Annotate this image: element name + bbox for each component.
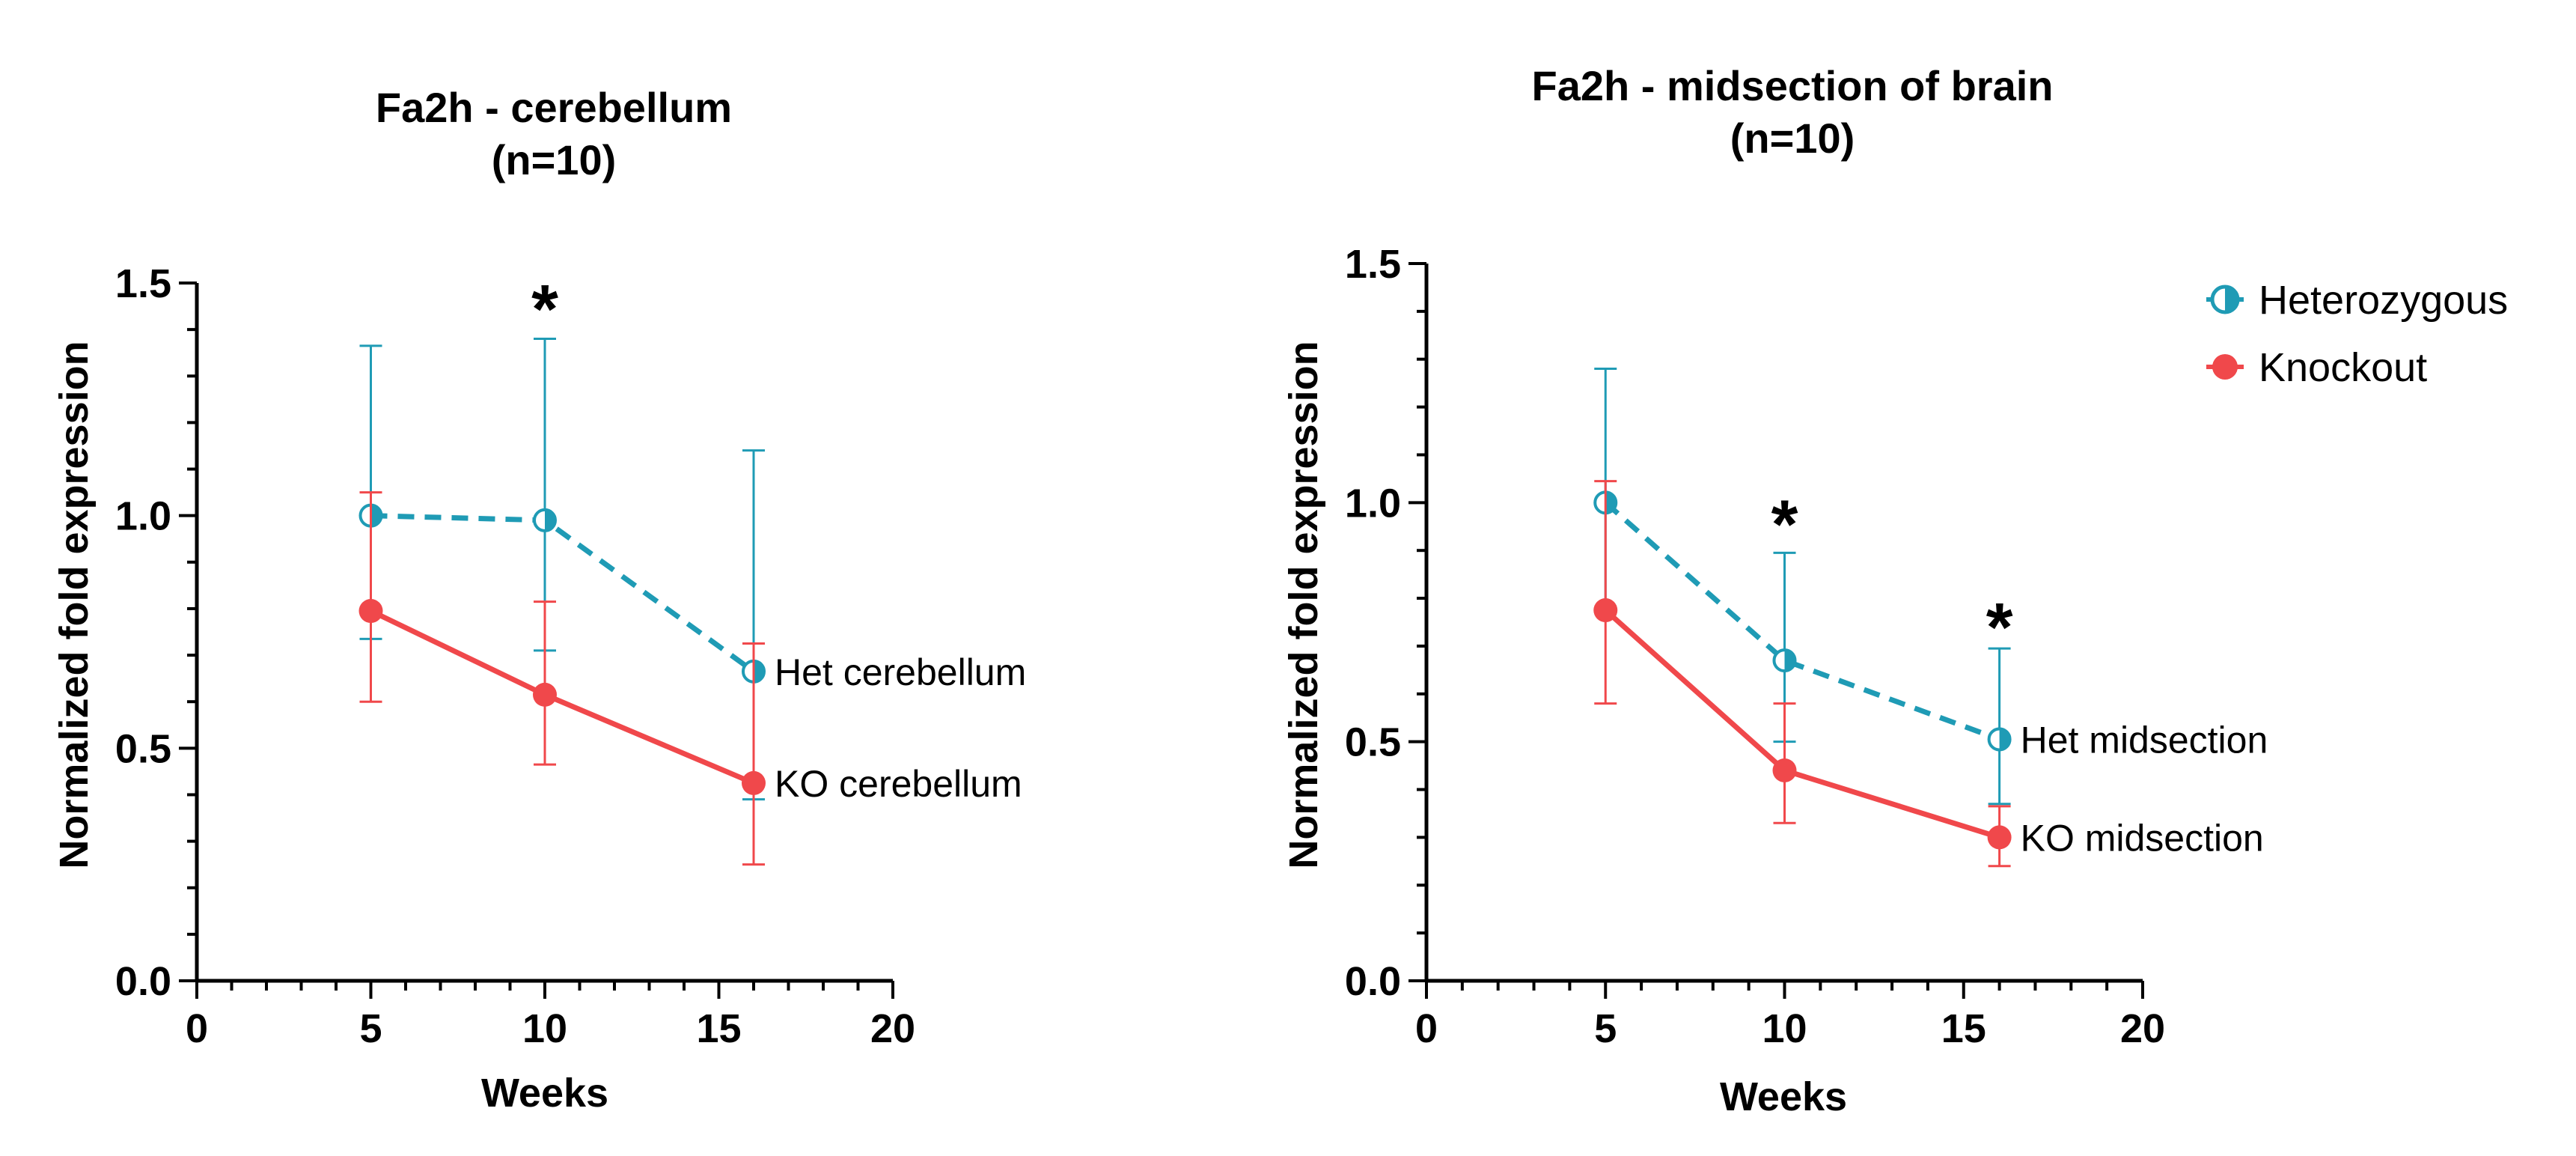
significance-star: * (1986, 589, 2013, 666)
het-data-point-half (1605, 492, 1617, 514)
het-data-point-half (1999, 728, 2010, 750)
chart-title-line1: Fa2h - cerebellum (376, 84, 732, 131)
het-data-point-half (545, 509, 556, 531)
chart-title-line1: Fa2h - midsection of brain (1532, 62, 2054, 109)
y-tick-label: 1.5 (1345, 242, 1401, 287)
het-data-point-half (370, 505, 382, 526)
legend-ko-marker (2212, 354, 2238, 380)
y-tick-label: 0.5 (115, 726, 171, 771)
plot-area: 0 5 10 15 20 0.0 0.5 1.0 1.5 Het cerebellum KO cer… (115, 261, 1026, 1051)
legend-label-knockout: Knockout (2259, 345, 2427, 390)
ko-series-line (1603, 608, 2000, 840)
x-tick-label: 15 (696, 1006, 741, 1051)
het-data-point-half (1784, 650, 1795, 672)
ko-data-point (1593, 598, 1618, 623)
plot-area: 0 5 10 15 20 0.0 0.5 1.0 1.5 Het midsection KO mid… (1345, 242, 2268, 1051)
midsection-chart: Fa2h - midsection of brain (n=10) Weeks … (1281, 62, 2268, 1119)
y-tick-label: 1.0 (1345, 481, 1401, 526)
x-tick-label: 15 (1941, 1006, 1986, 1051)
y-tick-label: 0.0 (1345, 959, 1401, 1004)
series-end-label: Het midsection (2021, 719, 2268, 761)
series-ko: KO midsection (1593, 480, 2264, 868)
legend-item-heterozygous: Heterozygous (2206, 278, 2508, 323)
y-tick-label: 0.0 (115, 959, 171, 1004)
het-series-line (370, 513, 756, 674)
y-axis-label: Normalized fold expression (1281, 341, 1326, 868)
ko-data-point (533, 682, 557, 707)
y-tick-label: 1.0 (115, 494, 171, 539)
legend-label-heterozygous: Heterozygous (2259, 278, 2508, 323)
ko-data-point (1987, 825, 2012, 850)
legend-item-knockout: Knockout (2206, 345, 2427, 390)
series-end-label: Het cerebellum (775, 651, 1026, 693)
ko-data-point (1772, 758, 1797, 782)
x-tick-label: 10 (522, 1006, 567, 1051)
het-data-point-half (754, 660, 764, 682)
y-axis-label: Normalized fold expression (52, 341, 97, 868)
x-axis-label: Weeks (1720, 1074, 1847, 1119)
significance-star: * (1771, 487, 1798, 563)
x-tick-label: 10 (1762, 1006, 1807, 1051)
series-end-label: KO midsection (2021, 817, 2264, 859)
x-tick-label: 20 (2120, 1006, 2165, 1051)
series-end-label: KO cerebellum (775, 763, 1022, 805)
het-series-line (1603, 500, 2000, 742)
x-tick-label: 20 (870, 1006, 915, 1051)
chart-title-line2: (n=10) (1730, 115, 1855, 162)
ko-data-point (358, 599, 383, 624)
ko-series-line (369, 608, 755, 786)
significance-star: * (531, 272, 558, 348)
x-tick-label: 0 (1415, 1006, 1438, 1051)
cerebellum-chart: Fa2h - cerebellum (n=10) Weeks Normalize… (52, 84, 1026, 1116)
legend-het-marker-half (2225, 287, 2238, 312)
x-axis-label: Weeks (481, 1071, 608, 1116)
ko-data-point (742, 770, 766, 795)
x-tick-label: 5 (359, 1006, 382, 1051)
y-tick-label: 0.5 (1345, 720, 1401, 765)
y-tick-label: 1.5 (115, 261, 171, 306)
x-tick-label: 0 (186, 1006, 208, 1051)
series-het: Het midsection (1593, 368, 2268, 806)
series-ko: KO cerebellum (358, 491, 1022, 866)
legend: Heterozygous Knockout (2206, 278, 2508, 390)
series-het: Het cerebellum (358, 338, 1026, 801)
x-tick-label: 5 (1594, 1006, 1617, 1051)
chart-title-line2: (n=10) (492, 136, 617, 183)
